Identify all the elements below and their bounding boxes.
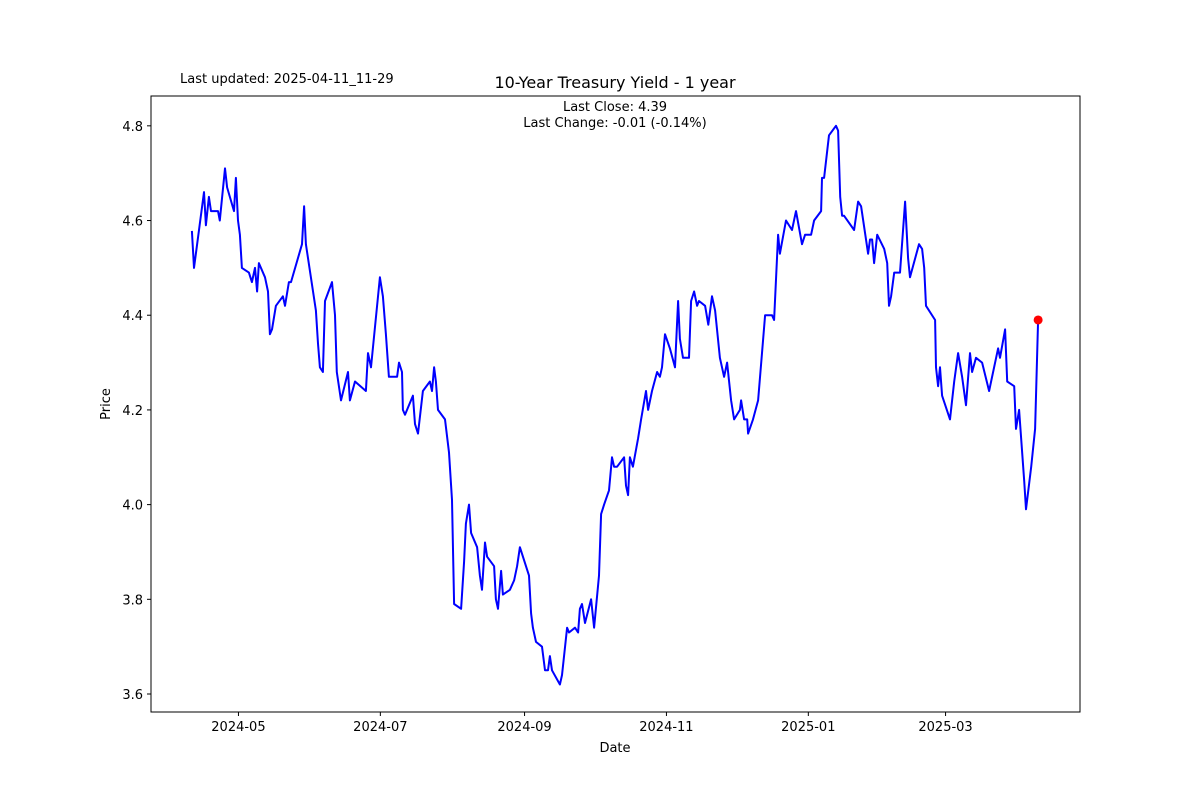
x-tick-label: 2024-05 <box>211 720 265 735</box>
plot-area-frame <box>150 95 1081 713</box>
x-tick-label: 2025-01 <box>781 720 835 735</box>
y-tick-label: 3.6 <box>122 688 143 703</box>
x-tick-label: 2025-03 <box>918 720 972 735</box>
y-axis-label: Price <box>99 388 114 420</box>
y-tick-label: 4.2 <box>122 404 143 419</box>
last-close-marker <box>1033 315 1043 325</box>
last-change-annotation: Last Change: -0.01 (-0.14%) <box>523 116 706 131</box>
y-tick-label: 3.8 <box>122 593 143 608</box>
y-tick-label: 4.0 <box>122 499 143 514</box>
chart-title: 10-Year Treasury Yield - 1 year <box>494 73 736 92</box>
x-tick-label: 2024-07 <box>353 720 407 735</box>
x-tick-label: 2024-11 <box>639 720 693 735</box>
y-tick-label: 4.4 <box>122 309 143 324</box>
yield-series-line <box>190 124 1040 686</box>
last-updated-label: Last updated: 2025-04-11_11-29 <box>180 72 394 87</box>
x-axis-label: Date <box>599 741 630 756</box>
x-tick-label: 2024-09 <box>497 720 551 735</box>
last-close-annotation: Last Close: 4.39 <box>563 100 667 115</box>
y-tick-label: 4.6 <box>122 215 143 230</box>
y-tick-label: 4.8 <box>122 120 143 135</box>
